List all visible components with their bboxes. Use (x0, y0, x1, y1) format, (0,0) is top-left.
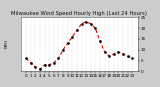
Title: Milwaukee Wind Speed Hourly High (Last 24 Hours): Milwaukee Wind Speed Hourly High (Last 2… (11, 11, 147, 16)
Text: MPH: MPH (4, 39, 8, 48)
